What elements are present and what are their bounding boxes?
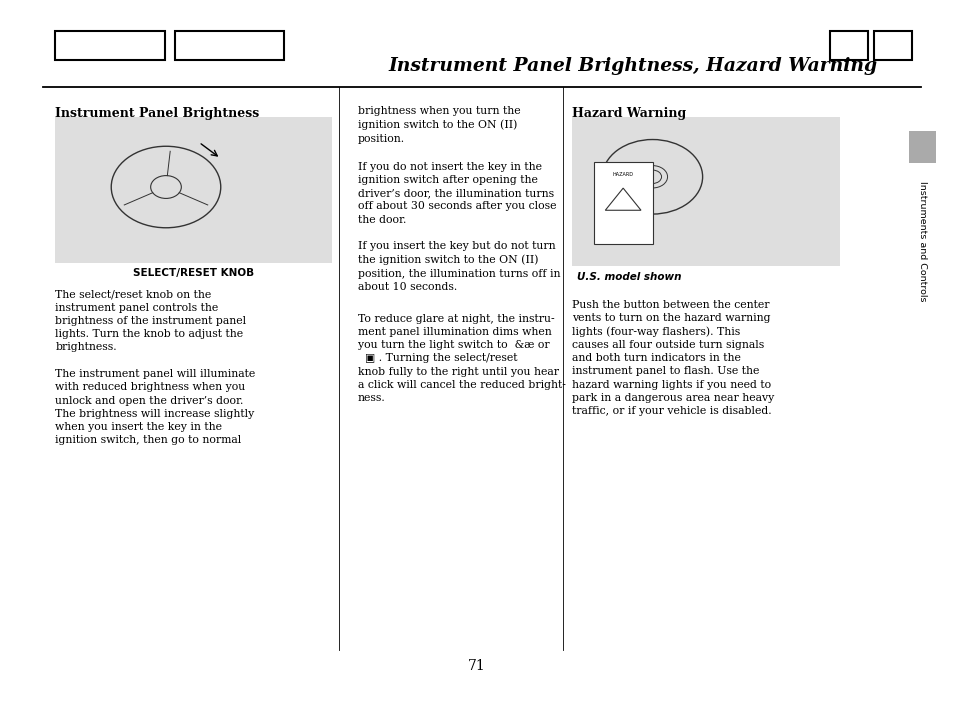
Text: Instrument Panel Brightness: Instrument Panel Brightness	[55, 106, 259, 119]
Text: 71: 71	[468, 659, 485, 673]
Text: brightness when you turn the
ignition switch to the ON (II)
position.: brightness when you turn the ignition sw…	[357, 106, 519, 143]
Text: Push the button between the center
vents to turn on the hazard warning
lights (f: Push the button between the center vents…	[572, 300, 774, 416]
Text: Instruments and Controls: Instruments and Controls	[917, 181, 926, 302]
Text: To reduce glare at night, the instru-
ment panel illumination dims when
you turn: To reduce glare at night, the instru- me…	[357, 314, 565, 403]
Text: The instrument panel will illuminate
with reduced brightness when you
unlock and: The instrument panel will illuminate wit…	[55, 369, 255, 445]
Text: SELECT/RESET KNOB: SELECT/RESET KNOB	[133, 268, 253, 278]
Bar	[572, 117, 839, 266]
Bar	[873, 31, 911, 60]
Text: If you insert the key but do not turn
the ignition switch to the ON (II)
positio: If you insert the key but do not turn th…	[357, 241, 559, 292]
Bar	[829, 31, 867, 60]
Bar	[174, 31, 284, 60]
Text: Instrument Panel Brightness, Hazard Warning: Instrument Panel Brightness, Hazard Warn…	[388, 57, 877, 75]
Bar	[908, 170, 935, 312]
Bar	[55, 117, 332, 263]
Text: Hazard Warning: Hazard Warning	[572, 106, 686, 119]
Bar	[908, 131, 935, 163]
Bar	[593, 162, 652, 244]
Text: The select/reset knob on the
instrument panel controls the
brightness of the ins: The select/reset knob on the instrument …	[55, 290, 246, 352]
Bar	[55, 31, 165, 60]
Text: U.S. model shown: U.S. model shown	[577, 272, 681, 282]
Text: If you do not insert the key in the
ignition switch after opening the
driver’s d: If you do not insert the key in the igni…	[357, 162, 556, 224]
Text: HAZARD: HAZARD	[612, 172, 633, 177]
